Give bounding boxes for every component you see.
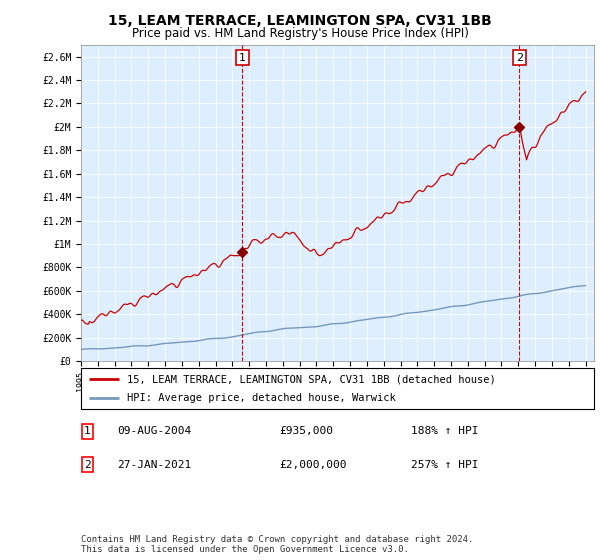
Text: 27-JAN-2021: 27-JAN-2021: [117, 460, 191, 470]
Text: 15, LEAM TERRACE, LEAMINGTON SPA, CV31 1BB: 15, LEAM TERRACE, LEAMINGTON SPA, CV31 1…: [108, 14, 492, 28]
Text: £935,000: £935,000: [279, 426, 333, 436]
Text: Contains HM Land Registry data © Crown copyright and database right 2024.
This d: Contains HM Land Registry data © Crown c…: [81, 535, 473, 554]
Text: 2: 2: [516, 53, 523, 63]
Text: £2,000,000: £2,000,000: [279, 460, 347, 470]
Text: 15, LEAM TERRACE, LEAMINGTON SPA, CV31 1BB (detached house): 15, LEAM TERRACE, LEAMINGTON SPA, CV31 1…: [127, 375, 496, 384]
Text: 2: 2: [84, 460, 91, 470]
Text: 09-AUG-2004: 09-AUG-2004: [117, 426, 191, 436]
Text: 1: 1: [84, 426, 91, 436]
Text: 257% ↑ HPI: 257% ↑ HPI: [411, 460, 479, 470]
Text: 188% ↑ HPI: 188% ↑ HPI: [411, 426, 479, 436]
Text: 1: 1: [239, 53, 246, 63]
Text: Price paid vs. HM Land Registry's House Price Index (HPI): Price paid vs. HM Land Registry's House …: [131, 27, 469, 40]
Text: HPI: Average price, detached house, Warwick: HPI: Average price, detached house, Warw…: [127, 393, 396, 403]
